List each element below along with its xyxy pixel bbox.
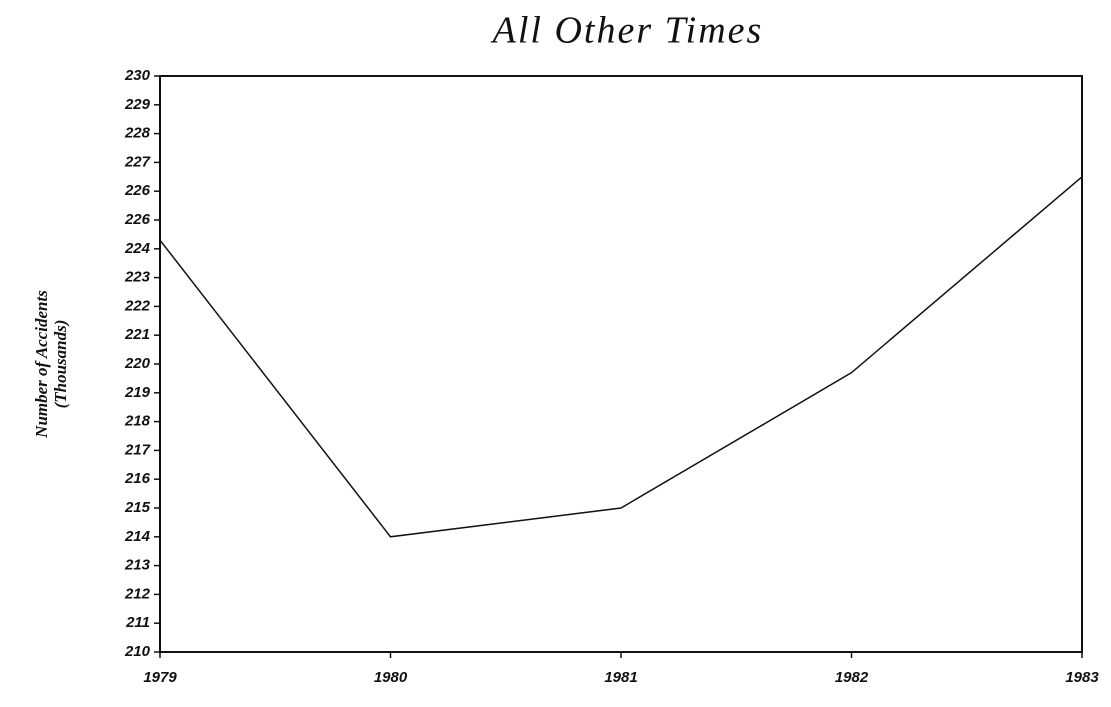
y-tick-label: 226 [124, 182, 151, 199]
y-tick-label: 217 [124, 441, 151, 458]
y-tick-label: 228 [124, 125, 151, 142]
x-tick-label: 1982 [835, 669, 869, 686]
x-tick-label: 1983 [1065, 669, 1099, 686]
data-line [159, 176, 1083, 538]
y-tick-label: 215 [124, 499, 151, 516]
chart-title: All Other Times [490, 10, 764, 52]
y-tick-label: 210 [124, 643, 151, 660]
y-axis-unit: (Thousands) [51, 320, 70, 409]
x-tick-label: 1980 [374, 669, 408, 686]
y-tick-label: 216 [124, 470, 151, 487]
y-tick-label: 213 [124, 557, 151, 574]
x-tick-label: 1979 [143, 669, 177, 686]
y-tick-label: 212 [124, 585, 151, 602]
y-tick-label: 222 [124, 297, 151, 314]
y-tick-label: 224 [124, 240, 151, 257]
y-tick-label: 223 [124, 269, 151, 286]
y-axis-label: Number of Accidents [32, 290, 51, 439]
y-tick-label: 229 [124, 96, 151, 113]
plot-frame [159, 75, 1083, 653]
y-tick-label: 221 [124, 326, 150, 343]
y-tick-label: 220 [124, 355, 151, 372]
y-tick-label: 230 [124, 67, 151, 84]
y-tick-label: 219 [124, 384, 151, 401]
y-tick-label: 211 [125, 614, 150, 631]
y-tick-label: 218 [124, 413, 151, 430]
y-tick-label: 214 [124, 528, 151, 545]
x-tick-label: 1981 [604, 669, 637, 686]
y-tick-label: 226 [124, 211, 151, 228]
y-axis-label-group: Number of Accidents (Thousands) [32, 290, 70, 439]
y-tick-label: 227 [124, 153, 151, 170]
